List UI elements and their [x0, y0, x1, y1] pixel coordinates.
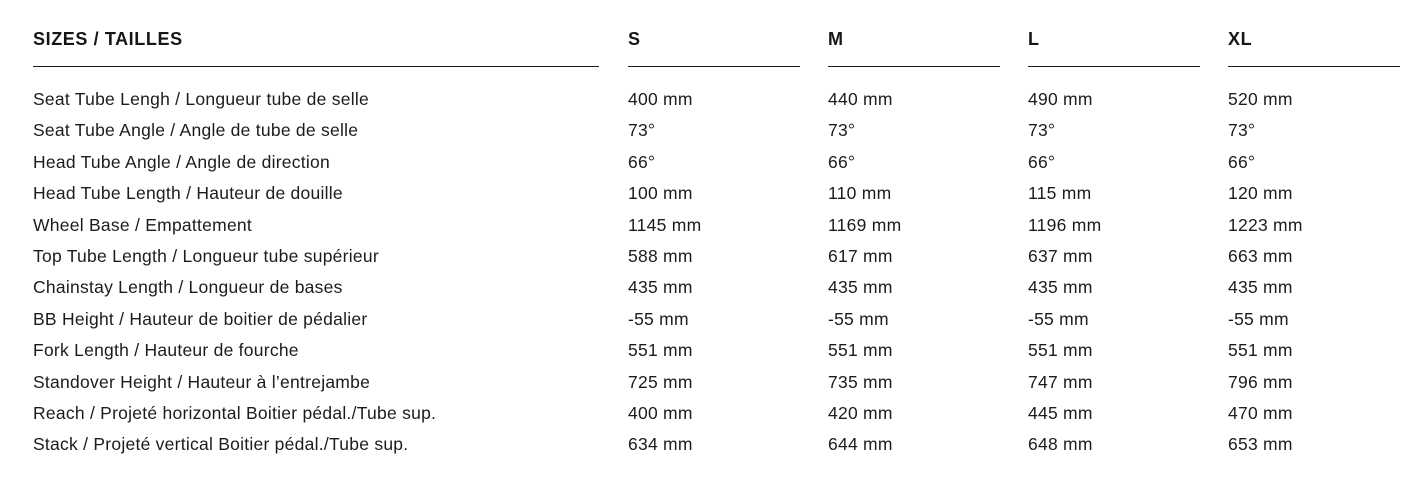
- row-value: 66°: [1228, 151, 1256, 172]
- row-value: 435 mm: [628, 277, 693, 298]
- row-value: 648 mm: [1028, 434, 1093, 455]
- column-underline: [828, 66, 1000, 67]
- row-value: 73°: [828, 120, 856, 141]
- row-value: 551 mm: [1228, 340, 1293, 361]
- row-value: -55 mm: [828, 308, 889, 329]
- row-value: 637 mm: [1028, 245, 1093, 266]
- table-row: Reach / Projeté horizontal Boitier pédal…: [33, 398, 1424, 429]
- table-row: Wheel Base / Empattement 1145 mm 1169 mm…: [33, 210, 1424, 241]
- table-row: Fork Length / Hauteur de fourche 551 mm …: [33, 335, 1424, 366]
- row-value: 400 mm: [628, 89, 693, 109]
- table-body: Seat Tube Lengh / Longueur tube de selle…: [33, 84, 1424, 461]
- row-value: 735 mm: [828, 371, 893, 392]
- row-value: 1223 mm: [1228, 214, 1303, 235]
- row-value: 73°: [1028, 120, 1056, 141]
- row-value: 445 mm: [1028, 402, 1093, 423]
- column-underline: [1228, 66, 1400, 67]
- row-label: Stack / Projeté vertical Boitier pédal./…: [33, 434, 409, 455]
- size-column-label: M: [828, 29, 844, 49]
- table-row: Head Tube Length / Hauteur de douille 10…: [33, 178, 1424, 209]
- row-value: 551 mm: [828, 340, 893, 361]
- size-column-label: S: [628, 29, 641, 49]
- row-value: 120 mm: [1228, 183, 1293, 204]
- row-value: 100 mm: [628, 183, 693, 204]
- row-value: 435 mm: [1028, 277, 1093, 298]
- row-value: -55 mm: [1228, 308, 1289, 329]
- row-value: 73°: [1228, 120, 1256, 141]
- row-value: 73°: [628, 120, 656, 141]
- row-value: 1145 mm: [628, 214, 702, 235]
- table-row: BB Height / Hauteur de boitier de pédali…: [33, 304, 1424, 335]
- row-value: 1169 mm: [828, 214, 902, 235]
- row-label: Wheel Base / Empattement: [33, 214, 253, 235]
- row-label: Head Tube Angle / Angle de direction: [33, 151, 330, 172]
- size-column-header-xl: XL: [1228, 28, 1424, 67]
- row-label: Fork Length / Hauteur de fourche: [33, 340, 299, 361]
- size-column-header-s: S: [628, 28, 828, 67]
- row-value: 634 mm: [628, 434, 693, 455]
- table-row: Seat Tube Angle / Angle de tube de selle…: [33, 115, 1424, 146]
- row-value: 66°: [828, 151, 856, 172]
- table-title-cell: SIZES / TAILLES: [33, 28, 628, 67]
- row-value: 420 mm: [828, 402, 893, 423]
- column-underline: [628, 66, 800, 67]
- row-value: 796 mm: [1228, 371, 1293, 392]
- size-column-header-m: M: [828, 28, 1028, 67]
- title-underline: [33, 66, 599, 67]
- row-value: -55 mm: [1028, 308, 1089, 329]
- table-title: SIZES / TAILLES: [33, 29, 183, 49]
- row-value: 115 mm: [1028, 183, 1092, 204]
- row-label: Seat Tube Lengh / Longueur tube de selle: [33, 89, 369, 109]
- size-column-header-l: L: [1028, 28, 1228, 67]
- row-value: 725 mm: [628, 371, 693, 392]
- row-value: 490 mm: [1028, 89, 1093, 109]
- row-value: 617 mm: [828, 245, 893, 266]
- row-value: 1196 mm: [1028, 214, 1102, 235]
- row-value: 551 mm: [628, 340, 693, 361]
- row-value: 400 mm: [628, 402, 693, 423]
- table-row: Head Tube Angle / Angle de direction 66°…: [33, 147, 1424, 178]
- row-value: 435 mm: [1228, 277, 1293, 298]
- table-row: Top Tube Length / Longueur tube supérieu…: [33, 241, 1424, 272]
- row-value: 747 mm: [1028, 371, 1093, 392]
- size-spec-table: SIZES / TAILLES S M L XL Seat Tube Lengh…: [33, 0, 1424, 461]
- row-label: Chainstay Length / Longueur de bases: [33, 277, 343, 298]
- row-value: 66°: [628, 151, 656, 172]
- table-header-row: SIZES / TAILLES S M L XL: [33, 0, 1424, 67]
- row-value: -55 mm: [628, 308, 689, 329]
- row-value: 66°: [1028, 151, 1056, 172]
- row-value: 440 mm: [828, 89, 893, 109]
- row-label: Top Tube Length / Longueur tube supérieu…: [33, 245, 379, 266]
- row-label: Reach / Projeté horizontal Boitier pédal…: [33, 402, 437, 423]
- table-row: Seat Tube Lengh / Longueur tube de selle…: [33, 84, 1424, 115]
- row-value: 644 mm: [828, 434, 893, 455]
- row-value: 110 mm: [828, 183, 892, 204]
- row-value: 663 mm: [1228, 245, 1293, 266]
- row-label: BB Height / Hauteur de boitier de pédali…: [33, 308, 368, 329]
- row-value: 435 mm: [828, 277, 893, 298]
- row-value: 520 mm: [1228, 89, 1293, 109]
- row-value: 551 mm: [1028, 340, 1093, 361]
- row-value: 470 mm: [1228, 402, 1293, 423]
- row-label: Head Tube Length / Hauteur de douille: [33, 183, 343, 204]
- table-row: Chainstay Length / Longueur de bases 435…: [33, 272, 1424, 303]
- size-column-label: XL: [1228, 29, 1253, 49]
- row-label: Standover Height / Hauteur à l’entrejamb…: [33, 371, 371, 392]
- table-row: Standover Height / Hauteur à l’entrejamb…: [33, 367, 1424, 398]
- row-value: 588 mm: [628, 245, 693, 266]
- column-underline: [1028, 66, 1200, 67]
- table-row: Stack / Projeté vertical Boitier pédal./…: [33, 429, 1424, 460]
- size-column-label: L: [1028, 29, 1040, 49]
- row-value: 653 mm: [1228, 434, 1293, 455]
- row-label: Seat Tube Angle / Angle de tube de selle: [33, 120, 359, 141]
